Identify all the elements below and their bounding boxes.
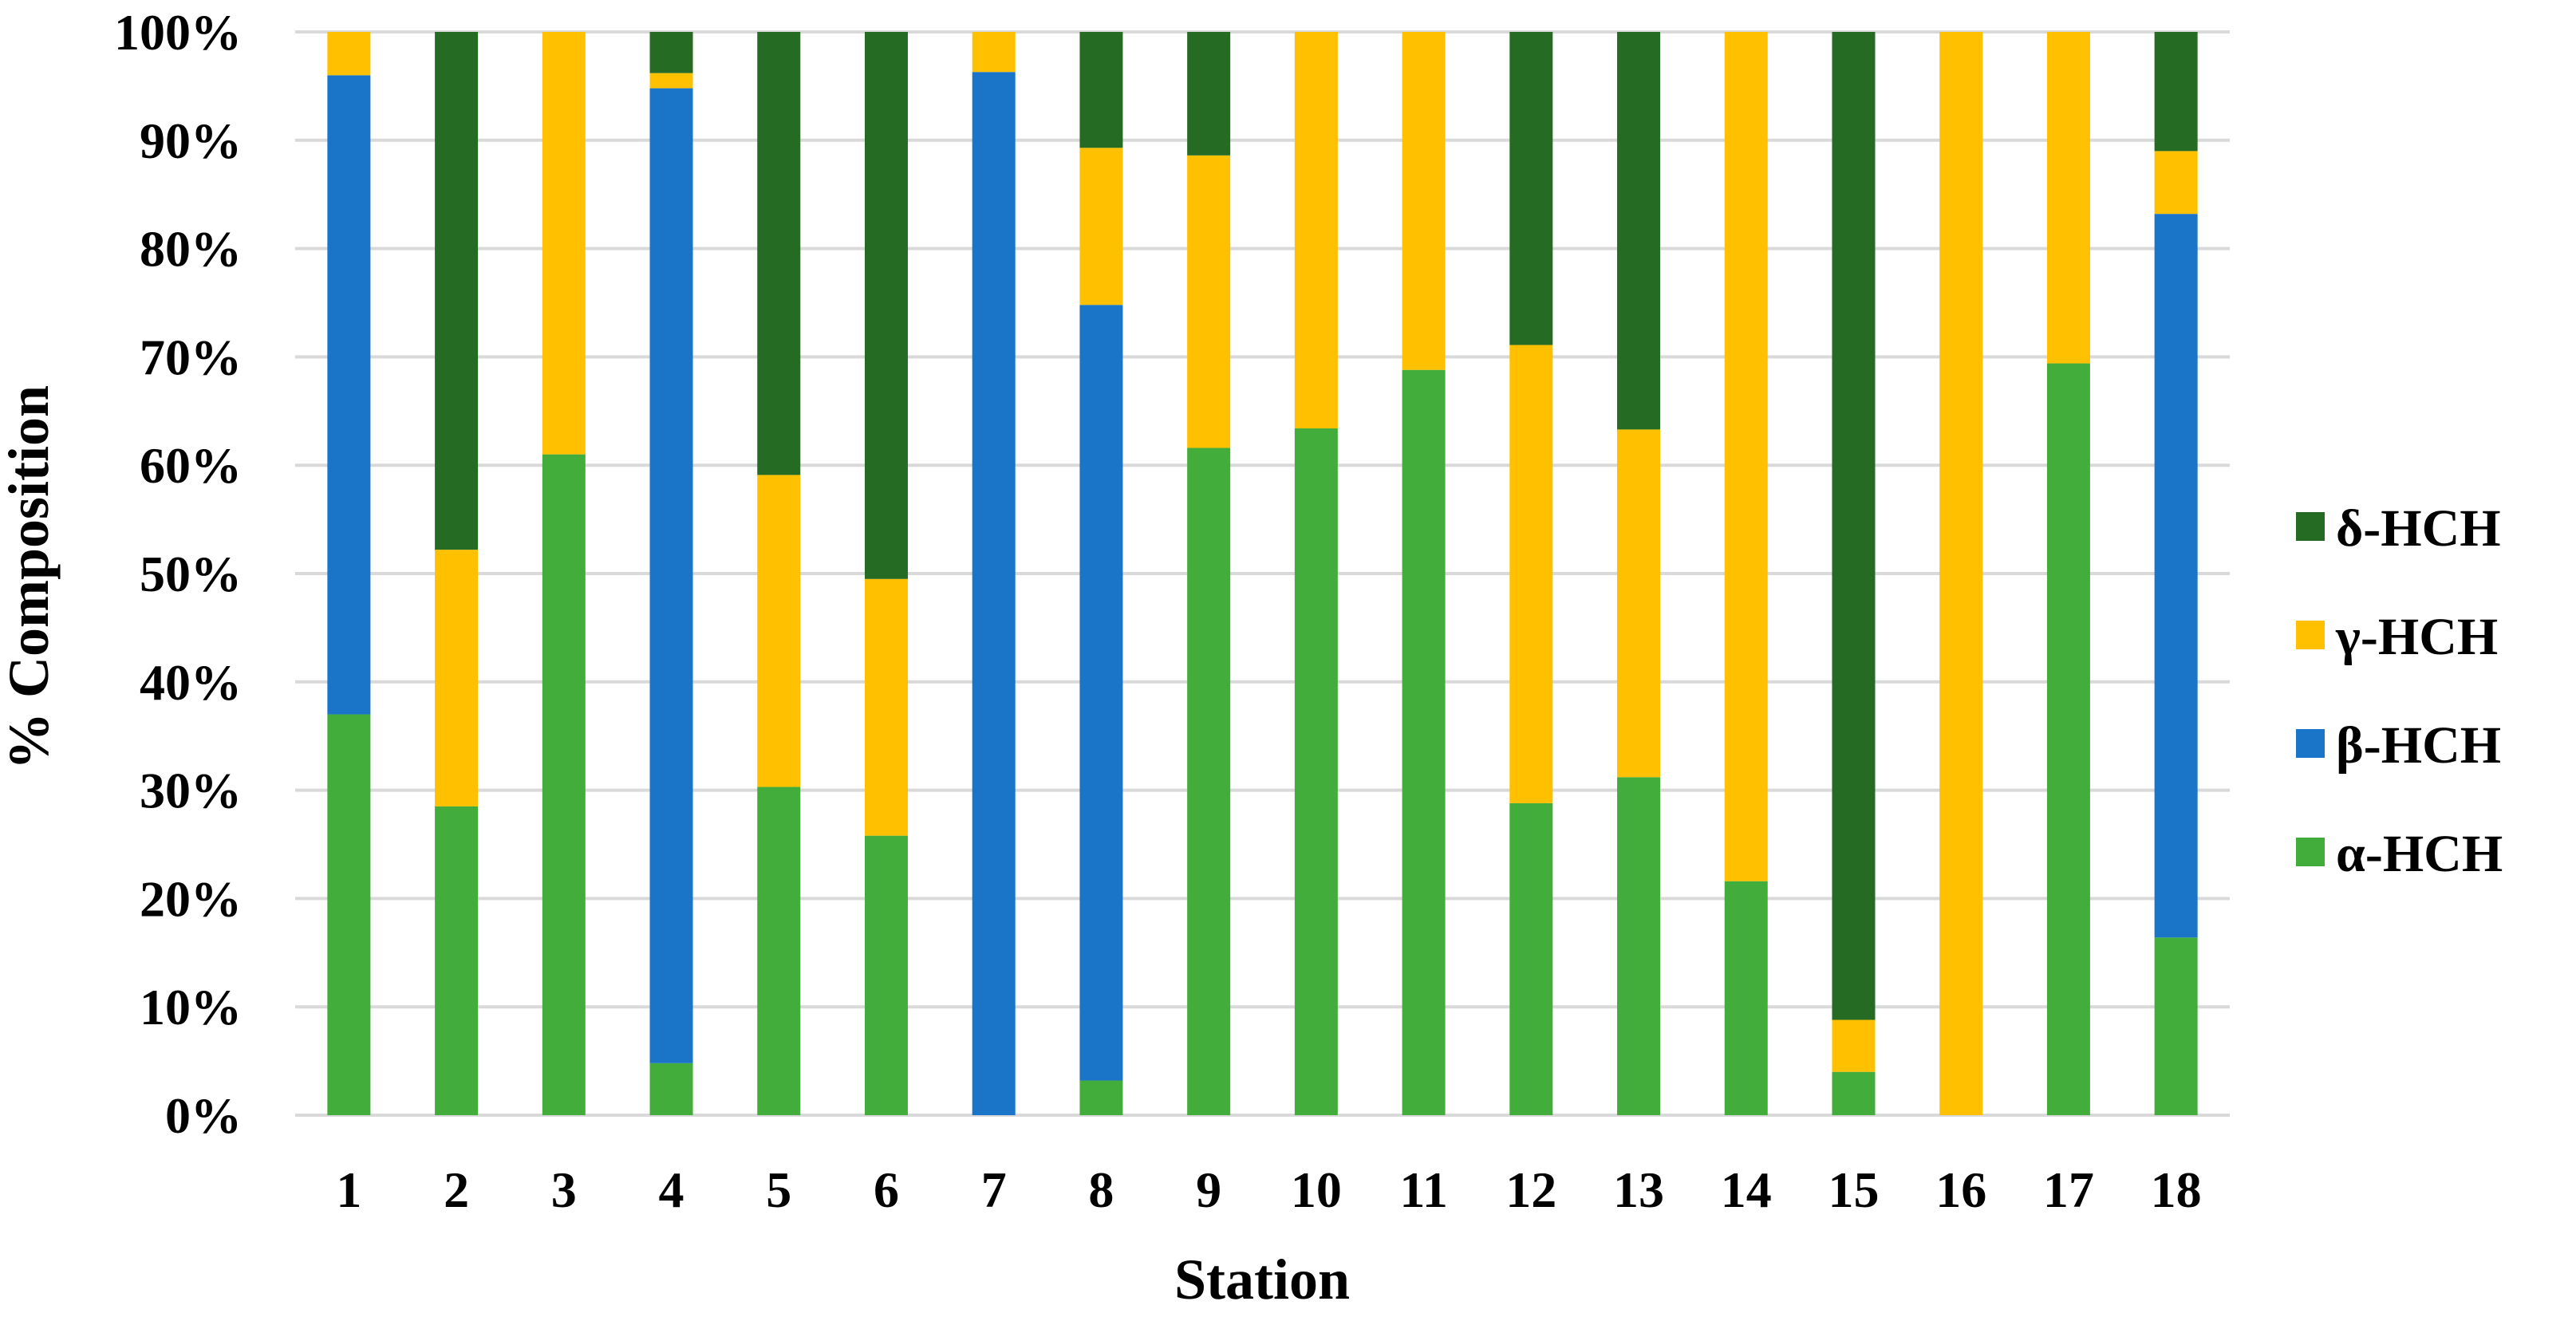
y-tick-label: 20%: [140, 870, 242, 927]
y-tick-label: 50%: [140, 546, 242, 602]
bar-segment: [1617, 32, 1661, 430]
bar-segment: [1079, 148, 1123, 306]
bar-segment: [327, 714, 371, 1115]
bar-segment: [1079, 1080, 1123, 1115]
x-axis-tick-labels: 1 2 3 4 5 6 7 8 9 10 11 12 13 14 15 16 17 18: [336, 1161, 2201, 1218]
bar-segment: [972, 32, 1016, 73]
x-tick-label: 6: [874, 1161, 899, 1218]
bar-segment: [327, 75, 371, 715]
bar-segment: [1617, 429, 1661, 778]
x-tick-label: 18: [2151, 1161, 2202, 1218]
bar-segment: [1724, 32, 1768, 881]
x-tick-label: 12: [1505, 1161, 1556, 1218]
x-tick-label: 2: [444, 1161, 469, 1218]
x-tick-label: 11: [1399, 1161, 1447, 1218]
x-tick-label: 4: [659, 1161, 684, 1218]
x-tick-label: 5: [766, 1161, 791, 1218]
x-tick-label: 7: [981, 1161, 1007, 1218]
y-tick-label: 0%: [165, 1087, 242, 1144]
bar-segment: [435, 32, 479, 550]
legend-label: α-HCH: [2336, 825, 2503, 883]
bar-segment: [1294, 32, 1338, 429]
bar-segment: [1617, 777, 1661, 1115]
legend: δ-HCH γ-HCH β-HCH α-HCH: [2296, 499, 2503, 883]
legend-swatch: [2296, 838, 2325, 866]
bar-segment: [1402, 32, 1446, 370]
bar-segment: [1832, 1071, 1876, 1115]
bar-segment: [1724, 881, 1768, 1115]
bar-segment: [864, 578, 908, 836]
bar-segment: [1294, 428, 1338, 1115]
legend-swatch: [2296, 512, 2325, 541]
bar-segment: [327, 32, 371, 76]
bar-segment: [2154, 937, 2198, 1115]
bar-segment: [972, 72, 1016, 1116]
bar-segment: [1509, 32, 1553, 345]
y-axis-tick-labels: 0% 10% 20% 30% 40% 50% 60% 70% 80% 90% 100%: [114, 4, 242, 1144]
bar-segment: [649, 88, 693, 1063]
bar-segment: [1402, 369, 1446, 1115]
bar-segment: [757, 32, 801, 475]
y-axis-title: % Composition: [0, 385, 61, 770]
gridlines: [295, 30, 2230, 1117]
bar-segment: [864, 835, 908, 1115]
bar-segment: [1187, 32, 1231, 156]
legend-item: β-HCH: [2296, 716, 2501, 775]
y-tick-label: 100%: [114, 4, 242, 61]
bar-segment: [649, 1063, 693, 1115]
y-tick-label: 60%: [140, 437, 242, 494]
bar-segment: [435, 806, 479, 1115]
legend-item: δ-HCH: [2296, 499, 2501, 558]
x-tick-label: 9: [1196, 1161, 1221, 1218]
bar-segment: [757, 475, 801, 787]
bar-segment: [542, 454, 586, 1115]
bar-segment: [2046, 363, 2090, 1116]
bar-segment: [649, 73, 693, 89]
bar-segment: [757, 787, 801, 1115]
x-tick-label: 13: [1613, 1161, 1664, 1218]
legend-label: γ-HCH: [2335, 608, 2498, 666]
bar-segment: [1939, 32, 1983, 1115]
legend-label: β-HCH: [2336, 716, 2501, 775]
x-tick-label: 3: [551, 1161, 577, 1218]
y-tick-label: 40%: [140, 654, 242, 711]
x-axis-title: Station: [1174, 1248, 1350, 1311]
legend-item: α-HCH: [2296, 825, 2503, 883]
bar-segment: [864, 32, 908, 579]
x-tick-label: 17: [2043, 1161, 2094, 1218]
legend-swatch: [2296, 621, 2325, 649]
legend-item: γ-HCH: [2296, 608, 2498, 666]
bar-segment: [1832, 32, 1876, 1020]
bar-segment: [435, 550, 479, 806]
x-tick-label: 1: [336, 1161, 361, 1218]
bar-segment: [1509, 345, 1553, 803]
y-tick-label: 30%: [140, 763, 242, 819]
bar-segment: [2154, 214, 2198, 938]
legend-swatch: [2296, 729, 2325, 758]
x-tick-label: 16: [1935, 1161, 1986, 1218]
bar-segment: [542, 32, 586, 455]
bars: [327, 32, 2198, 1116]
legend-label: δ-HCH: [2336, 499, 2501, 558]
y-tick-label: 70%: [140, 329, 242, 385]
bar-segment: [1509, 802, 1553, 1115]
y-tick-label: 90%: [140, 112, 242, 169]
bar-segment: [1079, 305, 1123, 1081]
bar-segment: [1187, 155, 1231, 448]
y-tick-label: 10%: [140, 979, 242, 1035]
x-tick-label: 14: [1721, 1161, 1772, 1218]
x-tick-label: 10: [1291, 1161, 1342, 1218]
y-tick-label: 80%: [140, 221, 242, 278]
x-tick-label: 15: [1828, 1161, 1879, 1218]
bar-segment: [2154, 151, 2198, 215]
x-tick-label: 8: [1088, 1161, 1114, 1218]
bar-segment: [2154, 32, 2198, 152]
bar-segment: [1079, 32, 1123, 148]
bar-segment: [649, 32, 693, 73]
bar-segment: [1187, 448, 1231, 1115]
bar-segment: [1832, 1019, 1876, 1072]
bar-segment: [2046, 32, 2090, 364]
